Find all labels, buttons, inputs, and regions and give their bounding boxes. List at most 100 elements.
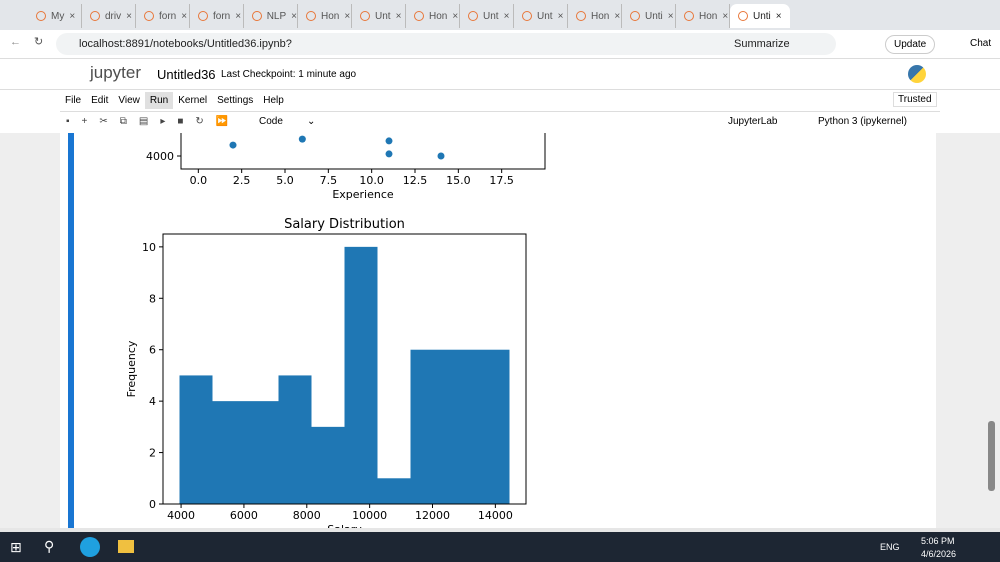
y-tick-label: 2 bbox=[149, 447, 156, 460]
tab-icon bbox=[252, 11, 262, 21]
tab-close[interactable]: × bbox=[667, 10, 674, 22]
y-tick-label: 4000 bbox=[146, 150, 174, 163]
tab-close[interactable]: × bbox=[181, 10, 188, 22]
tab-title: Hon bbox=[699, 10, 718, 22]
tab[interactable]: Hon × bbox=[568, 4, 622, 28]
back-button[interactable]: ← bbox=[10, 36, 21, 48]
tab-title: forn bbox=[213, 10, 231, 22]
x-tick-label: 12000 bbox=[415, 509, 450, 522]
toolbar: ▪+✂⧉▤▸■↻⏩ Code ⌄ JupyterLab Python 3 (ip… bbox=[60, 111, 940, 135]
menu-item[interactable]: View bbox=[118, 94, 140, 106]
tab-close[interactable]: × bbox=[126, 10, 132, 22]
tab[interactable]: Hon × bbox=[676, 4, 730, 28]
tab-icon bbox=[414, 11, 424, 21]
tab-close[interactable]: × bbox=[291, 10, 297, 22]
jupyter-header: jupyter Untitled36 Last Checkpoint: 1 mi… bbox=[0, 59, 1000, 90]
reload-button[interactable]: ↻ bbox=[34, 36, 44, 48]
taskbar: ⊞ ⚲ ENG 5:06 PM 4/6/2026 bbox=[0, 532, 1000, 562]
dropdown-arrow[interactable]: ⌄ bbox=[307, 116, 316, 127]
scatter-point bbox=[298, 135, 306, 143]
jupyter-logo[interactable]: jupyter bbox=[90, 63, 142, 82]
tab-close[interactable]: × bbox=[344, 10, 351, 22]
cell-type-select[interactable]: Code bbox=[259, 116, 283, 127]
histogram-bar bbox=[377, 478, 411, 504]
tab-icon bbox=[198, 11, 208, 21]
tab[interactable]: forn × bbox=[190, 4, 244, 28]
y-tick-label: 0 bbox=[149, 498, 156, 511]
tab-icon bbox=[684, 11, 694, 21]
tab-close[interactable]: × bbox=[557, 10, 564, 22]
update-button[interactable]: Update bbox=[885, 35, 936, 54]
x-tick-label: 0.0 bbox=[190, 174, 208, 187]
clock-date: 4/6/2026 bbox=[921, 549, 957, 559]
histogram-bar bbox=[410, 349, 444, 504]
tab-icon bbox=[360, 11, 370, 21]
scatter-point bbox=[385, 137, 393, 145]
tab[interactable]: Unti × bbox=[622, 4, 676, 28]
x-axis-label: Experience bbox=[332, 188, 394, 201]
tab-close[interactable]: × bbox=[235, 10, 242, 22]
histogram-bar bbox=[344, 246, 378, 504]
menu-item[interactable]: Edit bbox=[91, 94, 109, 106]
scrollbar-thumb[interactable] bbox=[988, 421, 995, 491]
tab[interactable]: Unti × bbox=[730, 4, 790, 28]
clock-time: 5:06 PM bbox=[921, 536, 955, 546]
menu-item[interactable]: Kernel bbox=[178, 94, 208, 106]
explorer-icon[interactable] bbox=[118, 540, 134, 553]
tab-close[interactable]: × bbox=[722, 10, 729, 22]
x-tick-label: 10.0 bbox=[359, 174, 384, 187]
tab-close[interactable]: × bbox=[775, 10, 782, 22]
plots: 0.0 2.5 5.0 7.5 10.0 12.5 15.0 17.5 4000 Experien… bbox=[125, 133, 546, 528]
tab-title: Hon bbox=[429, 10, 448, 22]
tab-title: Unt bbox=[375, 10, 391, 22]
y-tick-label: 10 bbox=[142, 241, 156, 254]
x-tick-label: 15.0 bbox=[446, 174, 471, 187]
tab[interactable]: Unt × bbox=[514, 4, 568, 28]
tab-close[interactable]: × bbox=[503, 10, 510, 22]
tab[interactable]: driv × bbox=[82, 4, 136, 28]
menu-item[interactable]: File bbox=[65, 94, 82, 106]
tab-title: NLP bbox=[266, 10, 287, 22]
tab-icon bbox=[738, 11, 748, 21]
chat-button[interactable]: Chat bbox=[970, 38, 992, 49]
tab[interactable]: Hon × bbox=[298, 4, 352, 28]
menu-item[interactable]: Settings bbox=[217, 94, 254, 106]
menu-item[interactable]: Run bbox=[144, 91, 174, 109]
toolbar-icons[interactable]: ▪+✂⧉▤▸■↻⏩ bbox=[66, 116, 241, 127]
tab[interactable]: Hon × bbox=[406, 4, 460, 28]
scatter-point bbox=[437, 152, 445, 160]
tab-close[interactable]: × bbox=[614, 10, 621, 22]
histogram-bar bbox=[179, 375, 213, 504]
menu-item[interactable]: Help bbox=[263, 94, 284, 106]
url-box[interactable] bbox=[56, 33, 836, 55]
scatter-point bbox=[229, 141, 237, 149]
tab[interactable]: Unt × bbox=[352, 4, 406, 28]
tab-icon bbox=[468, 11, 478, 21]
tab[interactable]: Unt × bbox=[460, 4, 514, 28]
notebook-name[interactable]: Untitled36 bbox=[157, 67, 216, 82]
tab-title: driv bbox=[105, 10, 122, 22]
tab-icon bbox=[36, 11, 46, 21]
tab-close[interactable]: × bbox=[395, 10, 402, 22]
histogram-bar bbox=[278, 375, 312, 504]
axes-frame bbox=[180, 133, 546, 170]
kernel-name[interactable]: Python 3 (ipykernel) bbox=[818, 116, 907, 127]
y-axis-label: Frequency bbox=[125, 340, 138, 397]
search-button[interactable]: ⚲ bbox=[44, 538, 55, 554]
tab-title: Unt bbox=[537, 10, 553, 22]
tab[interactable]: NLP × bbox=[244, 4, 298, 28]
start-button[interactable]: ⊞ bbox=[10, 539, 22, 555]
jupyterlab-link[interactable]: JupyterLab bbox=[728, 116, 778, 127]
x-tick-label: 7.5 bbox=[320, 174, 338, 187]
tab-title: Unti bbox=[645, 10, 663, 22]
tab-title: forn bbox=[159, 10, 177, 22]
edge-icon[interactable] bbox=[80, 537, 100, 557]
tab[interactable]: forn × bbox=[136, 4, 190, 28]
address-bar: ← ↻ localhost:8891/notebooks/Untitled36.… bbox=[0, 30, 1000, 59]
summarize-button[interactable]: Summarize bbox=[734, 38, 790, 50]
tab[interactable]: My × bbox=[28, 4, 82, 28]
tab-close[interactable]: × bbox=[69, 10, 76, 22]
tab-close[interactable]: × bbox=[452, 10, 459, 22]
x-tick-label: 14000 bbox=[478, 509, 513, 522]
